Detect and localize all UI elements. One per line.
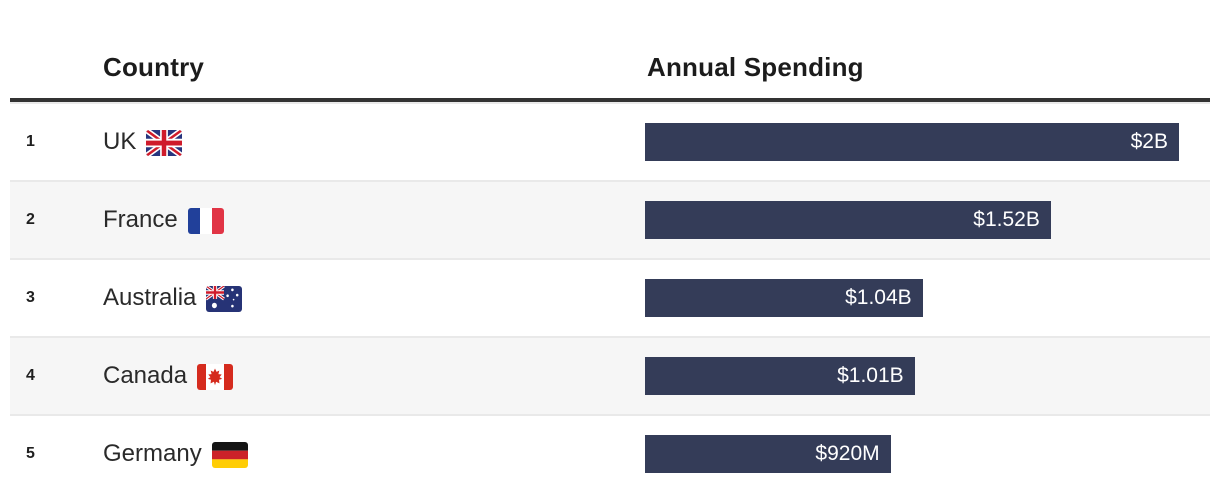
- header-divider: [10, 98, 1210, 102]
- spending-value-label: $1.04B: [845, 286, 912, 309]
- country-name: UK: [103, 128, 137, 155]
- country-name: Australia: [103, 284, 197, 311]
- rank-number: 2: [26, 211, 35, 228]
- spending-value-label: $920M: [815, 442, 880, 465]
- rank-number: 1: [26, 133, 35, 150]
- table-row: 4 Canada $1.01B: [10, 336, 1210, 414]
- uk-flag-icon: [146, 130, 183, 156]
- rank-number: 3: [26, 289, 35, 306]
- spending-bar: $2B: [645, 123, 1179, 161]
- germany-flag-icon: [211, 442, 248, 468]
- bar-track: $1.04B: [645, 279, 1179, 317]
- bar-track: $1.52B: [645, 201, 1179, 239]
- rank-number: 4: [26, 367, 35, 384]
- rank-number: 5: [26, 445, 35, 462]
- canada-flag-icon: [197, 364, 234, 390]
- spending-bar: $1.01B: [645, 357, 915, 395]
- spending-column-header: Annual Spending: [647, 52, 864, 82]
- country-spending-table: Country Annual Spending 1 UK $2B: [10, 0, 1210, 492]
- spending-value-label: $1.01B: [837, 364, 904, 387]
- table-row: 5 Germany $920M: [10, 414, 1210, 492]
- country-name: Canada: [103, 362, 188, 389]
- country-name: Germany: [103, 440, 202, 467]
- table-row: 3 Australia: [10, 258, 1210, 336]
- australia-flag-icon: [206, 286, 243, 312]
- bar-track: $1.01B: [645, 357, 1179, 395]
- table-row: 2 France $1.52B: [10, 180, 1210, 258]
- country-column-header: Country: [103, 52, 205, 82]
- france-flag-icon: [187, 208, 224, 234]
- spending-bar: $920M: [645, 435, 891, 473]
- table-row: 1 UK $2B: [10, 102, 1210, 180]
- table-header-row: Country Annual Spending: [10, 0, 1210, 98]
- country-name: France: [103, 206, 178, 233]
- spending-value-label: $2B: [1130, 130, 1168, 153]
- spending-bar: $1.52B: [645, 201, 1051, 239]
- bar-track: $920M: [645, 435, 1179, 473]
- spending-value-label: $1.52B: [973, 208, 1040, 231]
- spending-bar: $1.04B: [645, 279, 923, 317]
- bar-track: $2B: [645, 123, 1179, 161]
